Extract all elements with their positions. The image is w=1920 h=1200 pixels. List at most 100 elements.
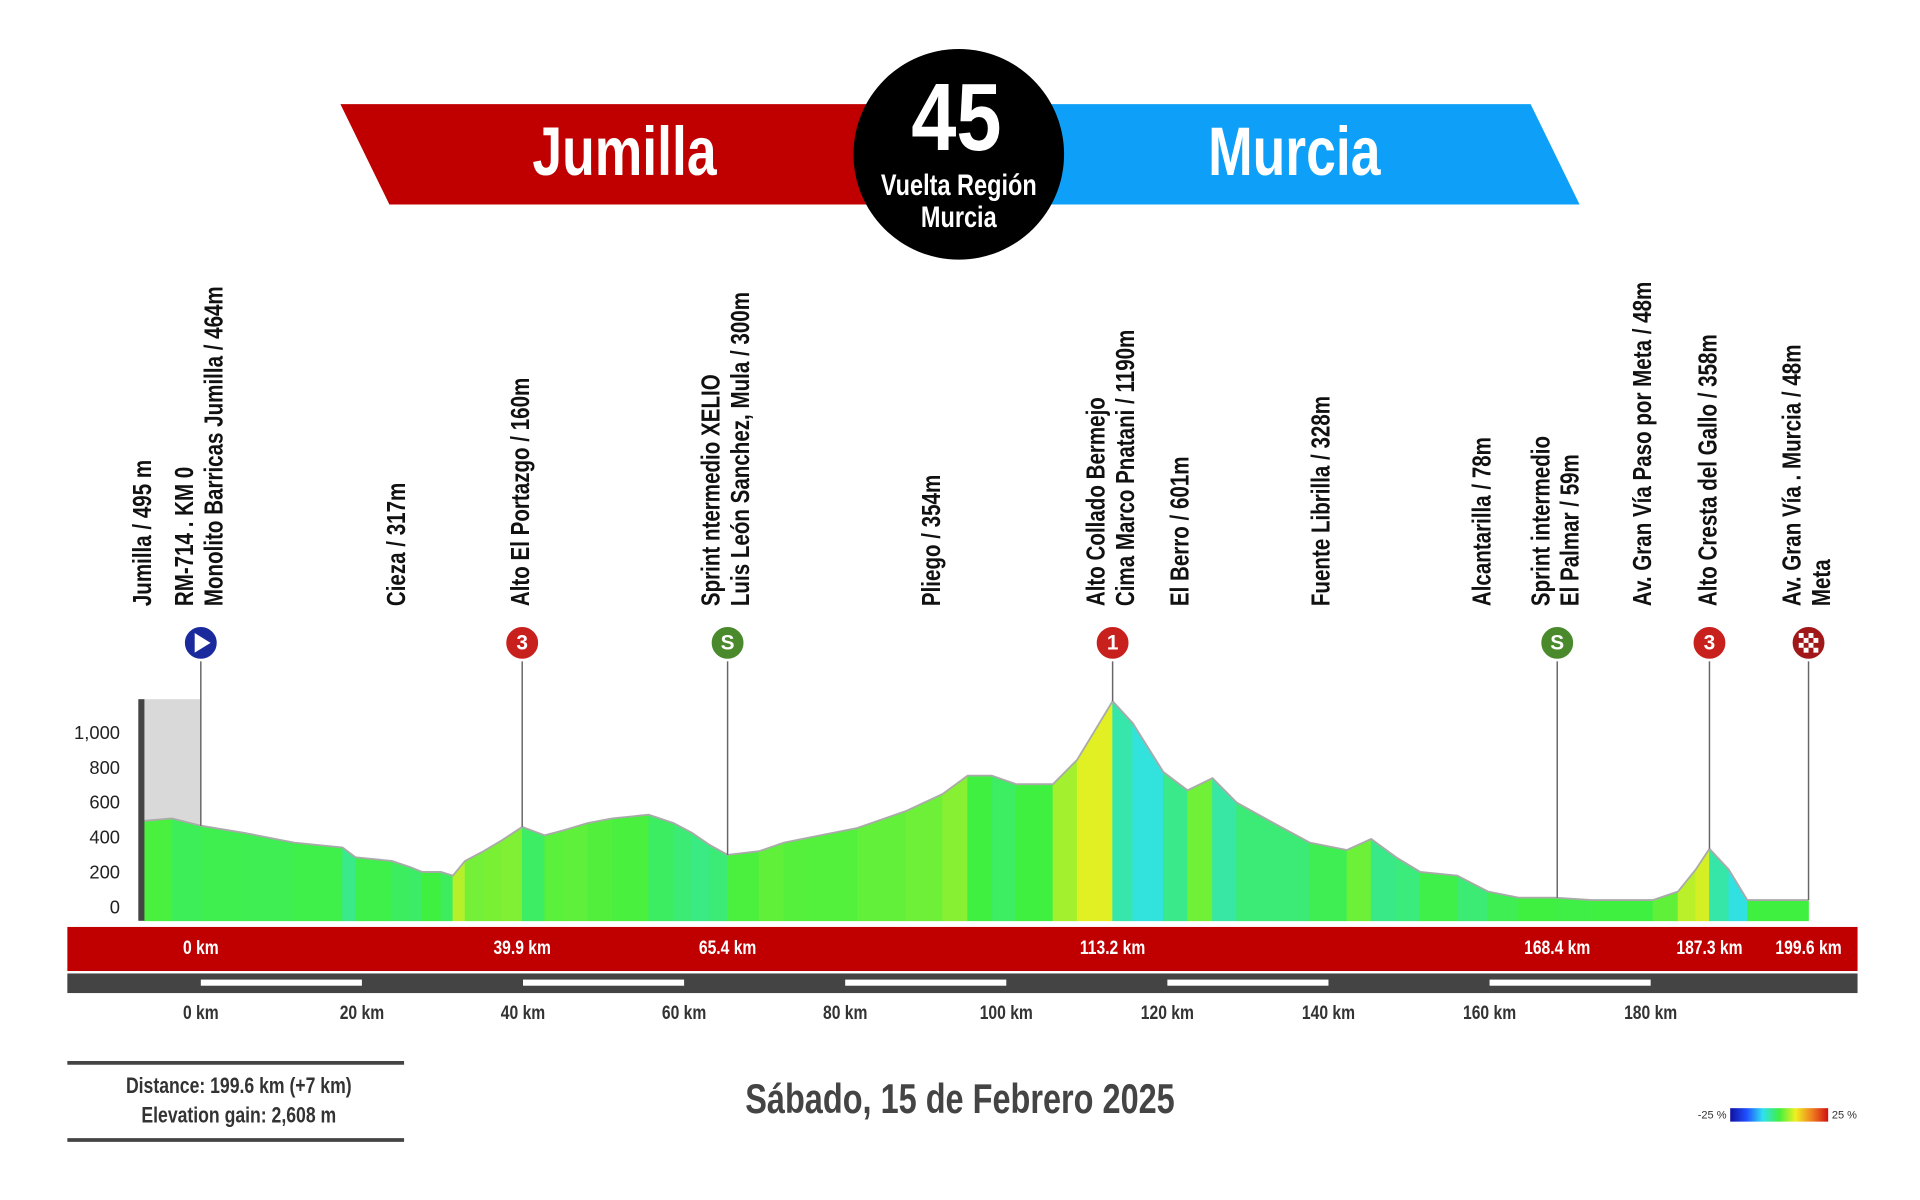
- start-banner: [340, 104, 882, 205]
- x-tick-label: 160 km: [1463, 1001, 1516, 1023]
- profile-segment: [355, 856, 393, 922]
- y-tick-label: 600: [89, 792, 120, 813]
- km-marker: 65.4 km: [699, 936, 756, 958]
- profile-segment: [1370, 838, 1397, 922]
- waypoint-label: El Palmar / 59m: [1556, 454, 1585, 606]
- profile-segment: [1346, 838, 1372, 922]
- profile-segment: [1518, 897, 1556, 922]
- badge-text: 3: [1704, 632, 1716, 655]
- profile-segment: [452, 860, 466, 922]
- finish-icon: [1813, 637, 1819, 643]
- scale-dash: [1489, 979, 1651, 986]
- waypoint-badge: [1691, 624, 1728, 662]
- profile-segment: [342, 846, 356, 922]
- profile-segment: [1677, 868, 1697, 922]
- scale-dash: [1167, 979, 1329, 986]
- finish-icon: [1803, 647, 1809, 653]
- profile-segment: [1052, 758, 1078, 922]
- km-marker: 113.2 km: [1080, 936, 1145, 958]
- x-tick-label: 40 km: [501, 1001, 545, 1023]
- badge-text: S: [1550, 632, 1564, 655]
- profile-segment: [1095, 700, 1113, 922]
- profile-segment: [783, 837, 809, 922]
- profile-outline: [144, 699, 1809, 901]
- profile-segment: [391, 860, 411, 922]
- waypoint-label: Sprint ntermedio XELIO: [697, 374, 726, 606]
- profile-segment: [1747, 899, 1809, 922]
- profile-segment: [1112, 700, 1134, 922]
- distance: Distance: 199.6 km (+7 km): [126, 1074, 352, 1098]
- scale-dash: [845, 979, 1007, 986]
- profile-segment: [1015, 783, 1054, 922]
- profile-segment: [562, 822, 588, 922]
- finish-icon: [1798, 633, 1804, 638]
- profile-segment: [691, 832, 711, 922]
- profile-segment: [727, 850, 760, 922]
- y-axis: [138, 699, 145, 921]
- waypoint-label: Pliego / 354m: [917, 475, 946, 606]
- profile-segment: [1132, 722, 1164, 922]
- finish-city: Murcia: [1208, 114, 1381, 191]
- profile-segment: [1419, 871, 1458, 922]
- waypoint-label: Av. Gran Vía . Murcia / 48m: [1777, 345, 1806, 607]
- badge-text: 1: [1107, 632, 1119, 655]
- race-badge: [853, 48, 1065, 260]
- waypoint-label: RM-714 . KM 0: [170, 467, 199, 606]
- waypoint-label: Fuente Librilla / 328m: [1306, 396, 1335, 606]
- x-tick-label: 0 km: [183, 1001, 219, 1023]
- profile-segment: [709, 844, 728, 922]
- profile-segment: [200, 825, 246, 922]
- finish-icon: [1798, 642, 1804, 648]
- y-tick-label: 400: [89, 827, 120, 848]
- waypoint-label: Alto El Portazgo / 160m: [506, 378, 535, 606]
- profile-segment: [807, 827, 858, 922]
- scale-dash: [523, 979, 685, 986]
- finish-icon: [1808, 633, 1814, 638]
- y-tick-label: 200: [89, 862, 120, 883]
- date: Sábado, 15 de Febrero 2025: [745, 1075, 1174, 1122]
- slope-legend-label: 25 %: [1832, 1109, 1857, 1121]
- race-name: Murcia: [921, 200, 997, 233]
- profile-segment: [1163, 771, 1188, 922]
- profile-segment: [856, 810, 907, 922]
- x-tick-label: 60 km: [662, 1001, 706, 1023]
- profile-segment: [1395, 856, 1421, 922]
- profile-segment: [673, 822, 693, 922]
- waypoint-label: El Berro / 601m: [1165, 456, 1194, 606]
- profile-segment: [991, 775, 1017, 922]
- waypoint-badge: [503, 624, 541, 662]
- finish-icon: [1813, 647, 1819, 653]
- waypoint-badge: [1538, 624, 1576, 662]
- km-marker: 187.3 km: [1676, 936, 1742, 958]
- x-tick-label: 180 km: [1624, 1001, 1677, 1023]
- profile-segment: [144, 818, 173, 922]
- profile-segment: [422, 871, 442, 922]
- race-name: Vuelta Región: [881, 169, 1037, 202]
- profile-segment: [409, 866, 423, 922]
- scale-dash: [200, 979, 362, 986]
- waypoint-label: Av. Gran Vía Paso por Meta / 48m: [1628, 282, 1657, 606]
- waypoint-label: Luis León Sanchez, Mula / 300m: [726, 292, 755, 606]
- profile-segment: [244, 832, 295, 922]
- profile-segment: [1076, 728, 1096, 922]
- profile-segment: [587, 818, 613, 922]
- profile-segment: [1187, 777, 1213, 922]
- waypoint-badge: [1094, 624, 1131, 662]
- waypoint-label: Sprint intermedio: [1526, 436, 1555, 606]
- profile-segment: [906, 793, 943, 922]
- finish-banner: [1040, 104, 1580, 205]
- waypoint-label: Meta: [1807, 558, 1836, 606]
- waypoint-label: Alto Cresta del Gallo / 358m: [1693, 334, 1722, 606]
- slope-legend: [1730, 1108, 1829, 1122]
- waypoint-label: Alto Collado Bermejo: [1082, 397, 1111, 606]
- x-tick-label: 20 km: [340, 1001, 384, 1023]
- profile-segment: [440, 871, 454, 922]
- waypoint-label: Cieza / 317m: [382, 483, 411, 606]
- y-tick-label: 0: [110, 896, 120, 917]
- start-icon: [194, 633, 211, 653]
- waypoint-label: Jumilla / 495 m: [128, 460, 157, 606]
- profile-segment: [544, 830, 564, 922]
- profile-segment: [967, 775, 993, 922]
- start-city: Jumilla: [532, 114, 717, 191]
